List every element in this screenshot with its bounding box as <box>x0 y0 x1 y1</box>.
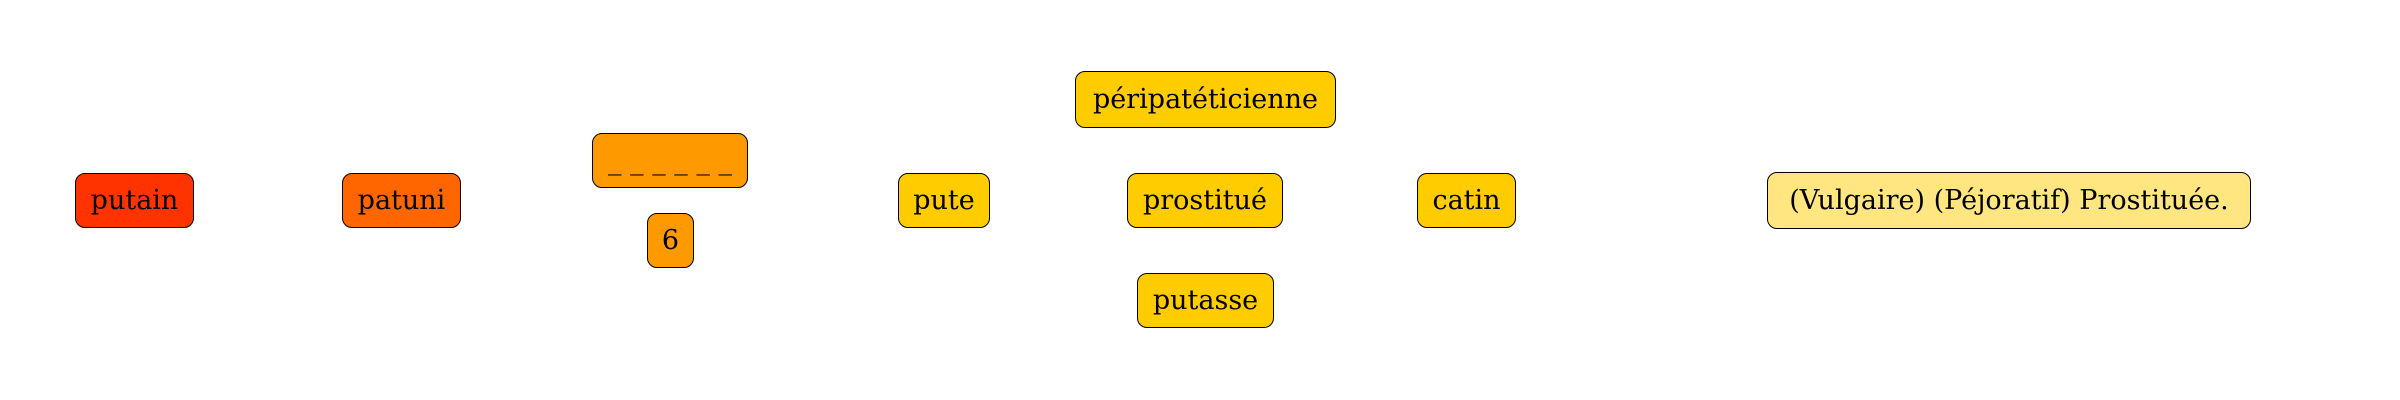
synonym-node-putasse: putasse <box>1137 273 1274 328</box>
blank-pattern-node: _ _ _ _ _ _ <box>592 133 748 188</box>
target-word-node: putain <box>75 173 194 228</box>
definition-node: (Vulgaire) (Péjoratif) Prostituée. <box>1767 172 2251 229</box>
scrambled-word-node: patuni <box>342 173 461 228</box>
synonym-node-pute: pute <box>898 173 990 228</box>
synonym-node-catin: catin <box>1417 173 1516 228</box>
letter-count-node: 6 <box>647 213 694 268</box>
synonym-node-prostitue: prostitué <box>1127 173 1283 228</box>
synonym-node-peripateticienne: péripatéticienne <box>1075 71 1336 128</box>
